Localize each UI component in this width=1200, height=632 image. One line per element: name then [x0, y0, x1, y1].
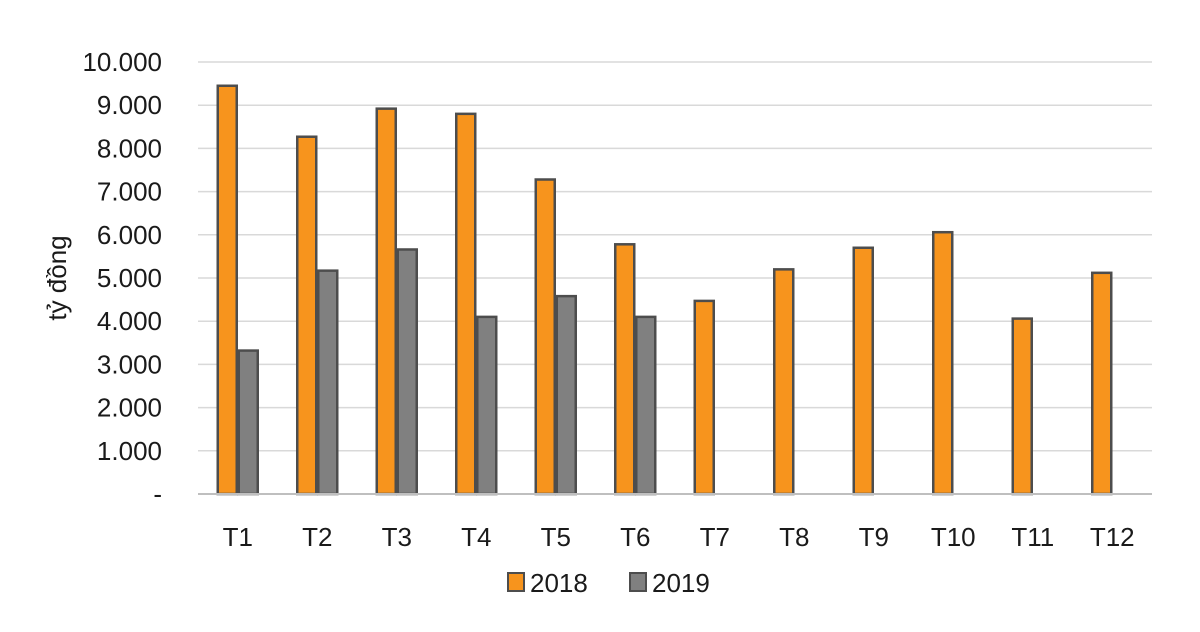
x-tick-label: T7: [700, 522, 730, 552]
bar-2018-T12: [1091, 271, 1113, 496]
x-tick-label: T1: [223, 522, 253, 552]
x-tick-label: T11: [1011, 522, 1054, 552]
bar-2019-T1: [237, 349, 259, 496]
y-tick-label: 1.000: [97, 436, 162, 466]
bar-2018-T6: [614, 243, 636, 496]
x-axis-ticks: T1 T2 T3 T4 T5 T6 T7 T8 T9 T10 T11 T12: [223, 522, 1135, 552]
bar-2019-T3: [396, 248, 418, 496]
y-tick-label: 3.000: [97, 349, 162, 379]
gridlines: [198, 61, 1152, 452]
x-tick-label: T10: [931, 522, 976, 552]
y-tick-label: 8.000: [97, 133, 162, 163]
bar-2018-T8: [773, 268, 795, 496]
y-tick-label: 7.000: [97, 177, 162, 207]
y-tick-label: 4.000: [97, 306, 162, 336]
y-axis-ticks: - 1.000 2.000 3.000 4.000 5.000 6.000 7.000 8.00…: [82, 47, 162, 509]
legend: 2018 2019: [507, 568, 710, 598]
x-tick-label: T2: [302, 522, 332, 552]
bar-2018-T4: [455, 112, 477, 496]
x-tick-label: T4: [461, 522, 491, 552]
bar-2018-T7: [693, 299, 715, 496]
y-axis-title: tỷ đồng: [42, 235, 72, 320]
bar-2018-T5: [534, 178, 556, 496]
y-tick-label: 6.000: [97, 220, 162, 250]
y-tick-label: 2.000: [97, 393, 162, 423]
x-tick-label: T5: [541, 522, 571, 552]
y-tick-label: 10.000: [82, 47, 162, 77]
x-tick-label: T3: [382, 522, 412, 552]
bar-2018-T2: [296, 135, 318, 496]
bar-2018-T9: [852, 246, 874, 496]
legend-label-2019: 2019: [652, 568, 710, 598]
bar-2018-T11: [1011, 317, 1033, 496]
x-tick-label: T8: [779, 522, 809, 552]
bar-2019-T2: [317, 269, 339, 496]
bar-2018-T1: [216, 84, 238, 496]
legend-swatch-2018: [507, 572, 525, 592]
legend-swatch-2019: [629, 572, 647, 592]
y-tick-label: 9.000: [97, 90, 162, 120]
x-tick-label: T9: [859, 522, 889, 552]
legend-label-2018: 2018: [530, 568, 588, 598]
y-tick-label: -: [153, 479, 162, 509]
bar-2019-T6: [635, 315, 657, 496]
bar-2019-T5: [555, 294, 577, 496]
y-tick-label: 5.000: [97, 263, 162, 293]
x-tick-label: T12: [1090, 522, 1135, 552]
x-tick-label: T6: [620, 522, 650, 552]
bar-2018-T10: [932, 230, 954, 496]
bar-2018-T3: [375, 107, 397, 496]
bars: [216, 84, 1113, 496]
bar-2019-T4: [476, 315, 498, 496]
